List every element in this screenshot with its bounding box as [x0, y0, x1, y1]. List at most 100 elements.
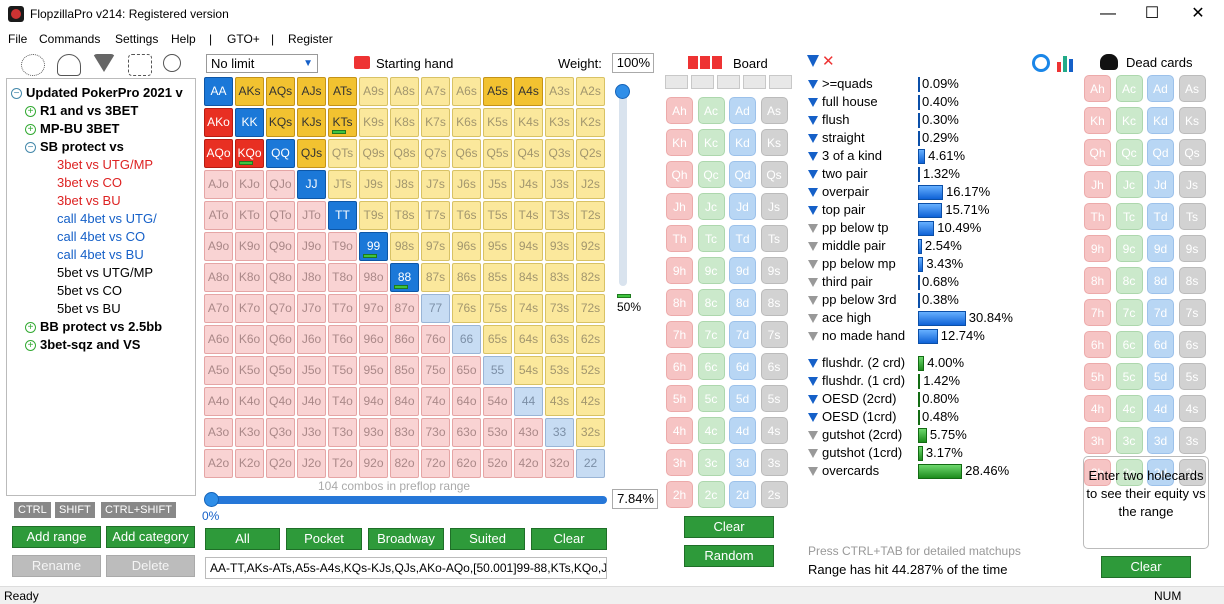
hand-cell-T4s[interactable]: T4s	[514, 201, 543, 230]
hand-cell-K2s[interactable]: K2s	[576, 108, 605, 137]
filter-icon[interactable]	[808, 377, 818, 386]
tree-item[interactable]: call 4bet vs UTG/	[57, 211, 157, 226]
hand-cell-QTo[interactable]: QTo	[266, 201, 295, 230]
board-random-button[interactable]: Random	[684, 545, 774, 567]
add-category-button[interactable]: Add category	[106, 526, 195, 548]
menu-gto[interactable]: GTO+	[227, 32, 260, 46]
hand-cell-T4o[interactable]: T4o	[328, 387, 357, 416]
dead-card-Kh[interactable]: Kh	[1084, 107, 1111, 134]
filter-icon[interactable]	[808, 449, 818, 458]
range-slider-track[interactable]	[211, 496, 607, 504]
board-card-Ac[interactable]: Ac	[697, 97, 725, 124]
chart-icon[interactable]	[1056, 54, 1074, 72]
category-flush[interactable]: flush	[808, 112, 849, 127]
settings-gear-icon[interactable]	[21, 54, 45, 76]
dead-card-Ts[interactable]: Ts	[1178, 203, 1206, 230]
dead-card-9d[interactable]: 9d	[1147, 235, 1174, 262]
dead-card-2h[interactable]: 2h	[1084, 459, 1111, 486]
board-slot[interactable]	[665, 75, 688, 89]
expand-icon[interactable]: +	[25, 322, 36, 334]
hand-cell-T7s[interactable]: T7s	[421, 201, 450, 230]
hand-cell-95s[interactable]: 95s	[483, 232, 512, 261]
maximize-button[interactable]: ☐	[1144, 5, 1160, 22]
menu-help[interactable]: Help	[171, 32, 196, 46]
hand-cell-K2o[interactable]: K2o	[235, 449, 264, 478]
hand-cell-QJs[interactable]: QJs	[297, 139, 326, 168]
dead-card-7h[interactable]: 7h	[1084, 299, 1111, 326]
hand-cell-Q5s[interactable]: Q5s	[483, 139, 512, 168]
hand-cell-QJo[interactable]: QJo	[266, 170, 295, 199]
hand-cell-96s[interactable]: 96s	[452, 232, 481, 261]
board-card-Qd[interactable]: Qd	[729, 161, 756, 188]
board-card-2d[interactable]: 2d	[729, 481, 756, 508]
hand-cell-TT[interactable]: TT	[328, 201, 357, 230]
filter-icon[interactable]	[808, 395, 818, 404]
dead-card-4h[interactable]: 4h	[1084, 395, 1111, 422]
board-card-3h[interactable]: 3h	[666, 449, 693, 476]
dead-card-5h[interactable]: 5h	[1084, 363, 1111, 390]
hand-cell-77[interactable]: 77	[421, 294, 450, 323]
hand-cell-84o[interactable]: 84o	[390, 387, 419, 416]
board-card-7s[interactable]: 7s	[760, 321, 788, 348]
dead-card-Jc[interactable]: Jc	[1115, 171, 1143, 198]
dead-card-5s[interactable]: 5s	[1178, 363, 1206, 390]
tree-item[interactable]: + BB protect vs 2.5bb	[25, 319, 162, 334]
filter-icon[interactable]	[807, 55, 819, 67]
category-middle-pair[interactable]: middle pair	[808, 238, 886, 253]
board-card-Qh[interactable]: Qh	[666, 161, 693, 188]
hand-cell-K5s[interactable]: K5s	[483, 108, 512, 137]
board-card-4c[interactable]: 4c	[697, 417, 725, 444]
dead-card-3c[interactable]: 3c	[1115, 427, 1143, 454]
tree-item[interactable]: + R1 and vs 3BET	[25, 103, 138, 118]
hand-cell-Q6s[interactable]: Q6s	[452, 139, 481, 168]
hand-cell-63s[interactable]: 63s	[545, 325, 574, 354]
filter-icon[interactable]	[808, 206, 818, 215]
hand-cell-99[interactable]: 99	[359, 232, 388, 261]
board-card-8d[interactable]: 8d	[729, 289, 756, 316]
filter-icon[interactable]	[808, 314, 818, 323]
board-card-9c[interactable]: 9c	[697, 257, 725, 284]
dead-card-Tc[interactable]: Tc	[1115, 203, 1143, 230]
filter-icon[interactable]	[808, 134, 818, 143]
close-button[interactable]: ✕	[1191, 5, 1205, 22]
pocket-button[interactable]: Pocket	[286, 528, 362, 550]
board-slot[interactable]	[691, 75, 714, 89]
dead-card-6s[interactable]: 6s	[1178, 331, 1206, 358]
hand-cell-A8s[interactable]: A8s	[390, 77, 419, 106]
hand-cell-76o[interactable]: 76o	[421, 325, 450, 354]
board-card-6s[interactable]: 6s	[760, 353, 788, 380]
board-card-8s[interactable]: 8s	[760, 289, 788, 316]
range-string-input[interactable]: AA-TT,AKs-ATs,A5s-A4s,KQs-KJs,QJs,AKo-AQ…	[205, 557, 607, 579]
board-card-4h[interactable]: 4h	[666, 417, 693, 444]
hand-cell-K8s[interactable]: K8s	[390, 108, 419, 137]
hand-cell-T8s[interactable]: T8s	[390, 201, 419, 230]
board-card-Jc[interactable]: Jc	[697, 193, 725, 220]
hand-cell-KQs[interactable]: KQs	[266, 108, 295, 137]
board-card-Ts[interactable]: Ts	[760, 225, 788, 252]
category-oesd-1crd-[interactable]: OESD (1crd)	[808, 409, 896, 424]
hand-cell-73s[interactable]: 73s	[545, 294, 574, 323]
hand-cell-J3o[interactable]: J3o	[297, 418, 326, 447]
hand-cell-J3s[interactable]: J3s	[545, 170, 574, 199]
import-icon[interactable]	[128, 54, 152, 76]
dead-card-6c[interactable]: 6c	[1115, 331, 1143, 358]
hand-cell-53o[interactable]: 53o	[483, 418, 512, 447]
board-card-6d[interactable]: 6d	[729, 353, 756, 380]
collapse-icon[interactable]: −	[11, 88, 22, 100]
hand-cell-T8o[interactable]: T8o	[328, 263, 357, 292]
dead-card-Jd[interactable]: Jd	[1147, 171, 1174, 198]
board-card-Jd[interactable]: Jd	[729, 193, 756, 220]
hand-cell-AA[interactable]: AA	[204, 77, 233, 106]
board-card-8c[interactable]: 8c	[697, 289, 725, 316]
tree-item[interactable]: 5bet vs CO	[57, 283, 122, 298]
hand-cell-86s[interactable]: 86s	[452, 263, 481, 292]
dead-card-4s[interactable]: 4s	[1178, 395, 1206, 422]
hand-cell-72s[interactable]: 72s	[576, 294, 605, 323]
hand-cell-Q9s[interactable]: Q9s	[359, 139, 388, 168]
hand-cell-A7s[interactable]: A7s	[421, 77, 450, 106]
hand-cell-55[interactable]: 55	[483, 356, 512, 385]
board-card-4s[interactable]: 4s	[760, 417, 788, 444]
hand-cell-J6o[interactable]: J6o	[297, 325, 326, 354]
board-card-3d[interactable]: 3d	[729, 449, 756, 476]
category-no-made-hand[interactable]: no made hand	[808, 328, 905, 343]
